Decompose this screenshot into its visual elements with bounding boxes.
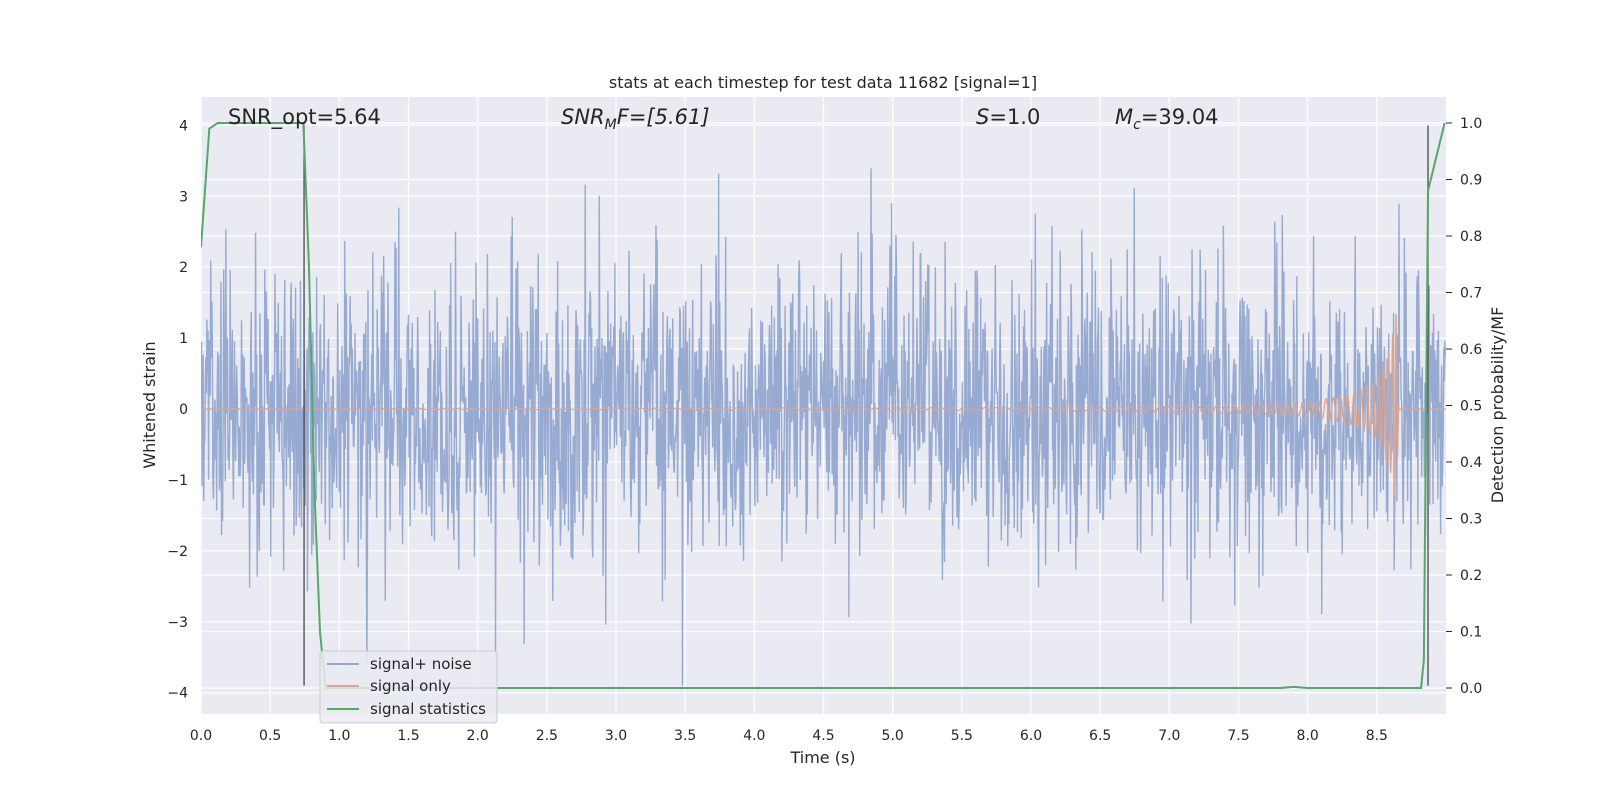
signal-plus-noise-line: [201, 168, 1446, 686]
y-tick-label: 4: [179, 118, 188, 134]
annotation-mc: Mc=39.04: [1115, 105, 1219, 133]
y-tick-label: 1: [179, 331, 188, 347]
chart-title: stats at each timestep for test data 116…: [609, 73, 1037, 92]
x-tick-label: 0.5: [259, 728, 281, 744]
y-tick-label: −2: [167, 544, 188, 560]
annotation-snr-mf: SNRMF=[5.61]: [561, 105, 710, 133]
legend-label-statistics: signal statistics: [370, 700, 486, 718]
y2-tick-label: 0.5: [1460, 399, 1482, 415]
series-signal-only: [201, 313, 1446, 498]
y-tick-label: 3: [179, 189, 188, 205]
x-tick-label: 5.0: [882, 728, 904, 744]
y2-tick-label: 0.1: [1460, 625, 1482, 641]
x-tick-label: 2.0: [467, 728, 489, 744]
legend: signal+ noise signal only signal statist…: [319, 650, 498, 724]
legend-label-noise: signal+ noise: [370, 655, 472, 673]
plot-area: [201, 121, 1446, 690]
series-signal-statistics: [201, 121, 1446, 690]
x-tick-label: 8.5: [1366, 728, 1388, 744]
y2-tick-label: 0.7: [1460, 285, 1482, 301]
x-tick-label: 1.0: [328, 728, 350, 744]
x-tick-label: 3.5: [674, 728, 696, 744]
x-tick-label: 7.5: [1227, 728, 1249, 744]
y-axis-ticks: −4 −3 −2 −1 0 1 2 3 4: [167, 118, 188, 701]
y2-tick-label: 0.9: [1460, 172, 1482, 188]
x-tick-label: 6.5: [1089, 728, 1111, 744]
annotation-snr-opt: SNR_opt=5.64: [228, 105, 381, 130]
y2-tick-label: 0.0: [1460, 681, 1482, 697]
x-tick-label: 5.5: [951, 728, 973, 744]
y2-axis-label: Detection probability/MF: [1488, 307, 1507, 504]
legend-label-signal: signal only: [370, 677, 451, 695]
y-axis-label: Whitened strain: [140, 341, 159, 468]
x-tick-label: 7.0: [1158, 728, 1180, 744]
y2-tick-label: 0.4: [1460, 455, 1482, 471]
x-tick-label: 6.0: [1020, 728, 1042, 744]
x-tick-label: 0.0: [190, 728, 212, 744]
y-tick-label: −1: [167, 473, 188, 489]
signal-statistics-line: [201, 121, 1446, 690]
y-tick-label: −3: [167, 615, 188, 631]
y2-axis-ticks: 0.0 0.1 0.2 0.3 0.4 0.5 0.6 0.7 0.8 0.9 1.0: [1446, 116, 1482, 697]
y-tick-label: 0: [179, 402, 188, 418]
y2-tick-label: 0.8: [1460, 229, 1482, 245]
x-tick-label: 3.0: [605, 728, 627, 744]
y2-tick-label: 0.6: [1460, 342, 1482, 358]
y2-tick-label: 1.0: [1460, 116, 1482, 132]
y2-tick-label: 0.2: [1460, 568, 1482, 584]
annotation-s: S=1.0: [976, 105, 1040, 129]
x-axis-ticks: 0.0 0.5 1.0 1.5 2.0 2.5 3.0 3.5 4.0 4.5 5.0 5.5 6.0 6…: [190, 728, 1388, 744]
x-tick-label: 2.5: [536, 728, 558, 744]
x-tick-label: 8.0: [1297, 728, 1319, 744]
y-tick-label: −4: [167, 686, 188, 702]
series-signal-plus-noise: [201, 168, 1446, 686]
y2-tick-label: 0.3: [1460, 512, 1482, 528]
signal-only-line: [201, 313, 1446, 498]
x-tick-label: 4.0: [743, 728, 765, 744]
x-axis-label: Time (s): [789, 748, 855, 767]
x-tick-label: 4.5: [812, 728, 834, 744]
legend-box: [319, 650, 498, 724]
y-tick-label: 2: [179, 260, 188, 276]
x-tick-label: 1.5: [397, 728, 419, 744]
